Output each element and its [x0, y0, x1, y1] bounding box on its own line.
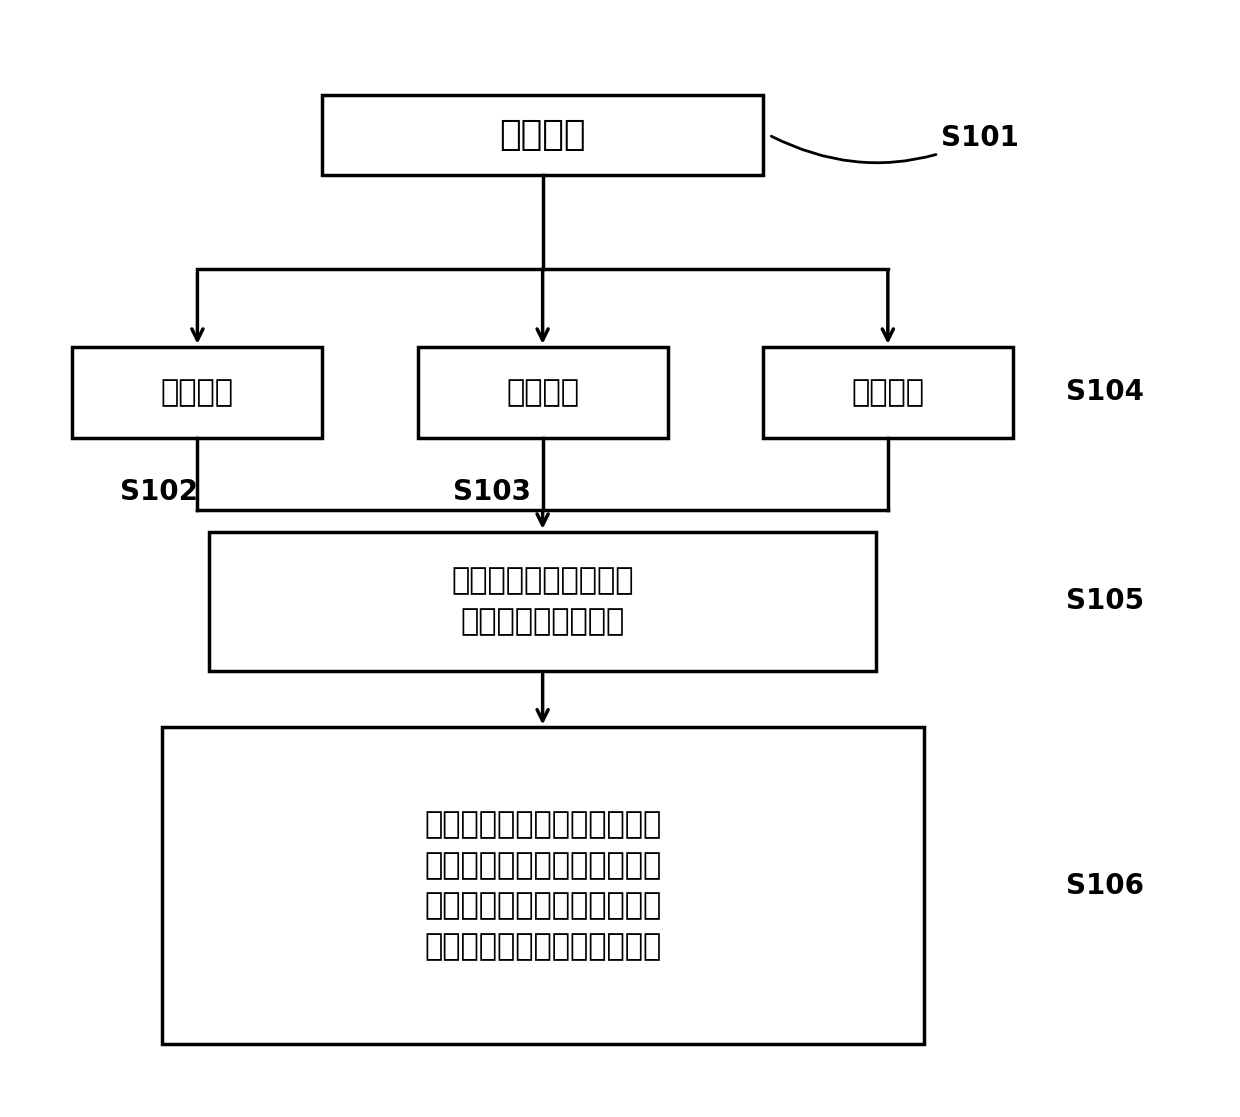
FancyBboxPatch shape: [322, 95, 763, 175]
Text: 溶洞大小: 溶洞大小: [852, 378, 924, 407]
Text: S101: S101: [771, 124, 1019, 163]
FancyBboxPatch shape: [418, 346, 667, 438]
Text: S104: S104: [1066, 379, 1145, 407]
FancyBboxPatch shape: [210, 532, 875, 671]
Text: S103: S103: [454, 478, 532, 506]
Text: 有限元软件编程在岩石
介质中生成溶洞区域: 有限元软件编程在岩石 介质中生成溶洞区域: [451, 566, 634, 637]
FancyBboxPatch shape: [763, 346, 1013, 438]
Text: S102: S102: [120, 478, 198, 506]
FancyBboxPatch shape: [72, 346, 322, 438]
Text: 体岩溶率: 体岩溶率: [161, 378, 234, 407]
Text: 溶洞位置: 溶洞位置: [506, 378, 579, 407]
Text: S105: S105: [1066, 588, 1145, 615]
Text: 工程勘察: 工程勘察: [500, 118, 585, 152]
Text: S106: S106: [1066, 871, 1145, 899]
FancyBboxPatch shape: [161, 727, 924, 1043]
Text: 将岩石物理力学参数赋予介质
区域，将已知溶洞内包含物的
物理力学参数赋予溶洞区域，
构建洞穴型岩溶岩体数值模型: 将岩石物理力学参数赋予介质 区域，将已知溶洞内包含物的 物理力学参数赋予溶洞区域…: [424, 810, 661, 961]
